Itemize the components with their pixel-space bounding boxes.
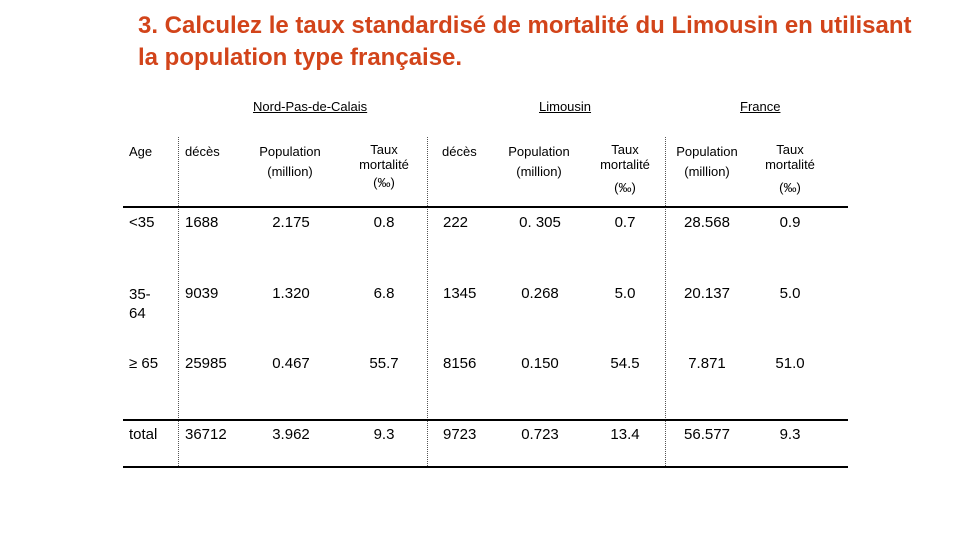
header-taux-label: Taux xyxy=(370,142,398,157)
deces-cell: 222 xyxy=(443,214,469,231)
taux-cell: 5.0 xyxy=(614,285,636,302)
taux-cell: 9.3 xyxy=(373,426,395,443)
header-age: Age xyxy=(129,144,153,159)
taux-cell: 54.5 xyxy=(610,355,640,372)
population-cell: 0.723 xyxy=(521,426,559,443)
taux-cell: 0.8 xyxy=(373,214,395,231)
total-rule xyxy=(123,419,848,421)
population-cell: 0. 305 xyxy=(519,214,561,231)
column-divider xyxy=(665,137,666,468)
header-population-unit: (million) xyxy=(267,164,313,179)
header-taux-npdc: Taux mortalité (‰) xyxy=(344,142,424,190)
age-cell-line: 35- xyxy=(129,286,151,303)
taux-cell: 9.3 xyxy=(779,426,801,443)
header-taux-france: Taux mortalité (‰) xyxy=(750,142,830,195)
header-population-npdc: Population (million) xyxy=(250,142,330,182)
deces-cell: 36712 xyxy=(185,426,227,443)
population-cell: 2.175 xyxy=(272,214,310,231)
header-taux-unit: (‰) xyxy=(779,180,801,195)
header-taux-label: Taux xyxy=(611,142,639,157)
header-population-label: Population xyxy=(259,144,321,159)
region-france: France xyxy=(740,99,781,114)
deces-cell: 25985 xyxy=(185,355,227,372)
header-taux-label: mortalité xyxy=(765,157,815,172)
slide-title: 3. Calculez le taux standardisé de morta… xyxy=(138,12,912,71)
column-divider xyxy=(427,137,428,468)
population-cell: 28.568 xyxy=(684,214,730,231)
population-cell: 20.137 xyxy=(684,285,730,302)
age-cell-line: 64 xyxy=(129,305,146,322)
header-population-unit: (million) xyxy=(684,164,730,179)
taux-cell: 0.7 xyxy=(614,214,636,231)
header-taux-limousin: Taux mortalité (‰) xyxy=(585,142,665,195)
header-population-france: Population (million) xyxy=(667,142,747,182)
header-taux-label: Taux xyxy=(776,142,804,157)
header-taux-unit: (‰) xyxy=(373,175,395,190)
header-deces-limousin: décès xyxy=(442,144,477,159)
header-deces-npdc: décès xyxy=(185,144,220,159)
population-cell: 1.320 xyxy=(272,285,310,302)
taux-cell: 0.9 xyxy=(779,214,801,231)
population-cell: 0.268 xyxy=(521,285,559,302)
header-population-label: Population xyxy=(676,144,738,159)
age-cell: 35- 64 xyxy=(129,285,151,323)
taux-cell: 51.0 xyxy=(775,355,805,372)
population-cell: 7.871 xyxy=(688,355,726,372)
deces-cell: 1688 xyxy=(185,214,219,231)
column-divider xyxy=(178,137,179,468)
population-cell: 3.962 xyxy=(272,426,310,443)
age-cell: total xyxy=(129,426,158,443)
population-cell: 56.577 xyxy=(684,426,730,443)
age-cell: <35 xyxy=(129,214,155,231)
taux-cell: 5.0 xyxy=(779,285,801,302)
header-taux-label: mortalité xyxy=(359,157,409,172)
header-population-limousin: Population (million) xyxy=(499,142,579,182)
age-cell: ≥ 65 xyxy=(129,355,159,372)
taux-cell: 13.4 xyxy=(610,426,640,443)
header-taux-label: mortalité xyxy=(600,157,650,172)
region-nord-pas-de-calais: Nord-Pas-de-Calais xyxy=(253,99,368,114)
taux-cell: 55.7 xyxy=(369,355,399,372)
header-population-unit: (million) xyxy=(516,164,562,179)
deces-cell: 8156 xyxy=(443,355,477,372)
taux-cell: 6.8 xyxy=(373,285,395,302)
deces-cell: 1345 xyxy=(443,285,477,302)
header-population-label: Population xyxy=(508,144,570,159)
population-cell: 0.150 xyxy=(521,355,559,372)
header-taux-unit: (‰) xyxy=(614,180,636,195)
deces-cell: 9723 xyxy=(443,426,477,443)
bottom-rule xyxy=(123,466,848,468)
region-limousin: Limousin xyxy=(539,99,592,114)
deces-cell: 9039 xyxy=(185,285,219,302)
header-rule xyxy=(123,206,848,208)
population-cell: 0.467 xyxy=(272,355,310,372)
